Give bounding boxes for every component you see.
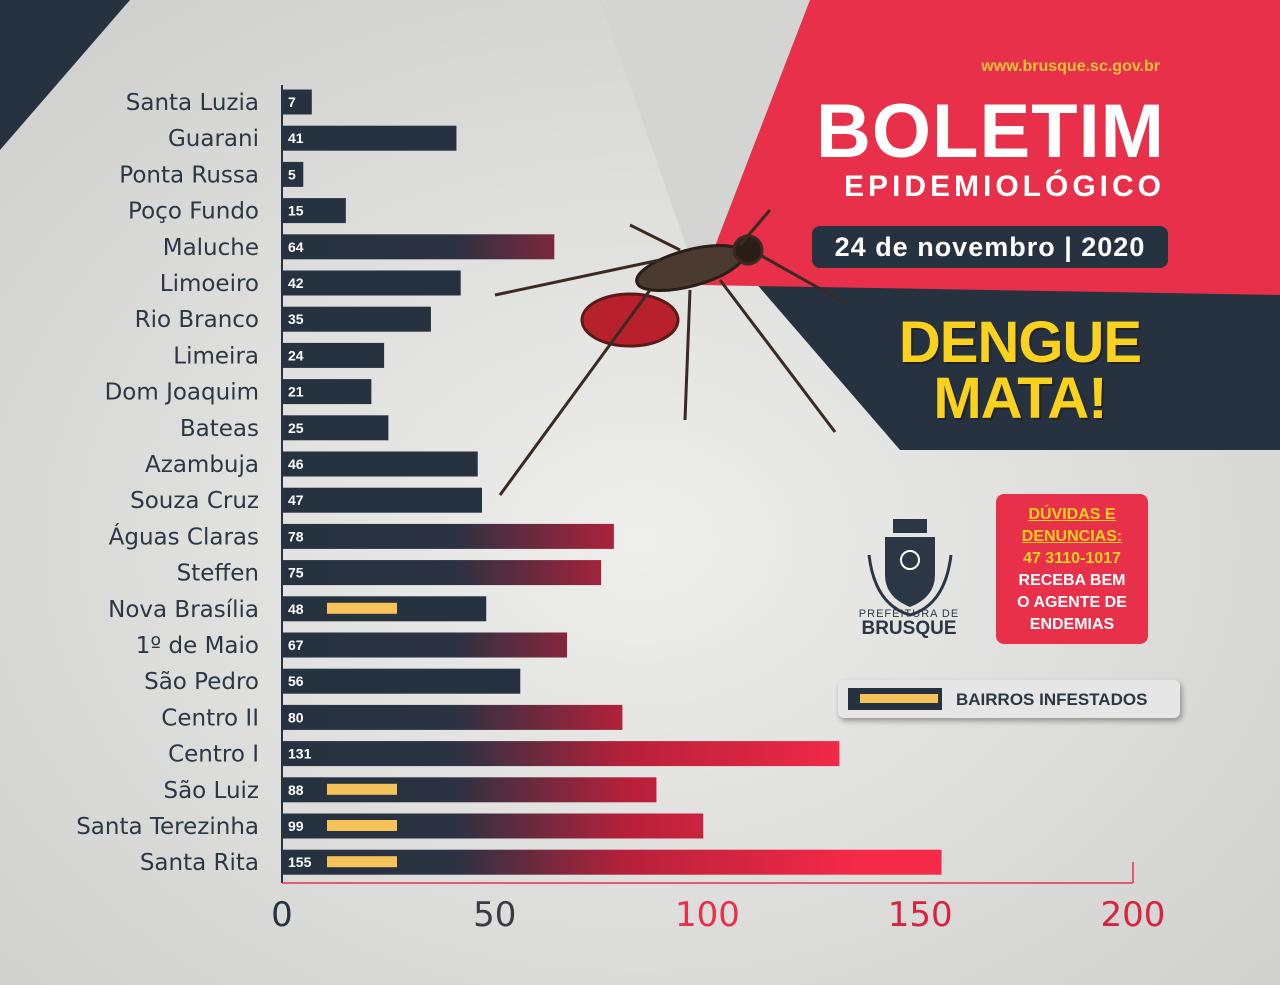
category-label-15: 1º de Maio [136,633,259,659]
bar-4 [282,234,555,260]
infested-marker-21 [327,856,397,868]
slogan-line2: MATA! [933,366,1107,431]
category-label-9: Bateas [180,416,259,442]
category-label-11: Souza Cruz [130,488,259,514]
value-label-5: 42 [288,275,304,291]
category-label-10: Azambuja [145,452,259,478]
bar-17 [282,704,623,730]
legend-label: BAIRROS INFESTADOS [956,690,1148,709]
value-label-10: 46 [288,456,304,472]
category-label-7: Limeira [173,343,259,369]
category-label-19: São Luiz [163,778,259,804]
logo-text-brusque: BRUSQUE [861,618,957,639]
bar-18 [282,741,840,767]
category-label-14: Nova Brasília [108,597,259,623]
slogan: DENGUE MATA! [880,310,1160,431]
contact-box: DÚVIDAS E DENUNCIAS: 47 3110-1017 RECEBA… [996,494,1148,644]
value-label-0: 7 [288,94,296,110]
infested-marker-14 [327,602,397,614]
contact-phone[interactable]: 47 3110-1017 [1023,550,1121,567]
bar-8 [282,379,372,405]
category-label-5: Limoeiro [160,271,259,297]
bar-2 [282,161,304,187]
bar-7 [282,342,385,368]
category-label-0: Santa Luzia [126,90,259,116]
bar-6 [282,306,431,332]
value-label-14: 48 [288,601,304,617]
bar-0 [282,89,312,115]
bar-12 [282,523,614,549]
logo-text-prefeitura: PREFEITURA DE [858,608,960,620]
x-tick-label-200: 200 [1101,895,1166,935]
category-label-16: São Pedro [144,669,259,695]
x-tick-label-100: 100 [675,895,740,935]
bar-5 [282,270,461,296]
infested-marker-19 [327,783,397,795]
category-label-2: Ponta Russa [119,162,259,188]
bar-13 [282,560,602,586]
value-label-13: 75 [288,565,304,581]
legend-swatch-infested [860,694,938,703]
x-tick-label-150: 150 [888,895,953,935]
bar-1 [282,125,457,151]
bulletin-subtitle: EPIDEMIOLÓGICO [843,170,1165,203]
bulletin-date: 24 de novembro | 2020 [812,226,1168,268]
category-label-17: Centro II [161,705,259,731]
category-label-13: Steffen [177,561,259,587]
category-label-20: Santa Terezinha [76,814,259,840]
value-label-9: 25 [288,420,304,436]
contact-line1: DÚVIDAS E [1028,506,1116,523]
value-label-6: 35 [288,311,304,327]
value-label-15: 67 [288,637,304,653]
infested-marker-20 [327,820,397,831]
website-url[interactable]: www.brusque.sc.gov.br [981,58,1160,75]
bar-15 [282,632,568,658]
bar-9 [282,415,389,441]
bar-16 [282,668,521,694]
bar-11 [282,487,482,513]
category-label-1: Guarani [168,126,259,152]
value-label-17: 80 [288,709,304,725]
value-label-2: 5 [288,166,296,182]
value-label-7: 24 [288,347,304,363]
x-tick-label-0: 0 [271,895,293,935]
bar-3 [282,198,346,224]
contact-line4: O AGENTE DE [1017,594,1127,611]
bulletin-title: BOLETIM [816,89,1165,174]
value-label-8: 21 [288,384,304,400]
value-label-11: 47 [288,492,304,508]
value-label-18: 131 [288,746,312,762]
bar-10 [282,451,478,477]
category-label-3: Poço Fundo [128,199,259,225]
value-label-20: 99 [288,818,304,834]
contact-line2: DENUNCIAS: [1021,528,1123,545]
category-label-8: Dom Joaquim [105,380,259,406]
category-label-6: Rio Branco [135,307,259,333]
slogan-line1: DENGUE [898,310,1142,375]
category-label-12: Águas Claras [109,522,259,550]
x-tick-label-50: 50 [473,895,516,935]
city-crest-icon [867,519,953,617]
value-label-19: 88 [288,782,304,798]
contact-line3: RECEBA BEM [1018,572,1126,589]
value-label-1: 41 [288,130,304,146]
value-label-16: 56 [288,673,304,689]
value-label-21: 155 [288,854,312,870]
mosquito-illustration [494,209,841,496]
category-label-4: Maluche [163,235,259,261]
category-label-21: Santa Rita [140,850,259,876]
chart-legend: BAIRROS INFESTADOS [838,680,1180,718]
category-label-18: Centro I [168,742,259,768]
value-label-4: 64 [288,239,304,255]
value-label-12: 78 [288,528,304,544]
contact-line5: ENDEMIAS [1029,616,1115,633]
value-label-3: 15 [288,203,304,219]
